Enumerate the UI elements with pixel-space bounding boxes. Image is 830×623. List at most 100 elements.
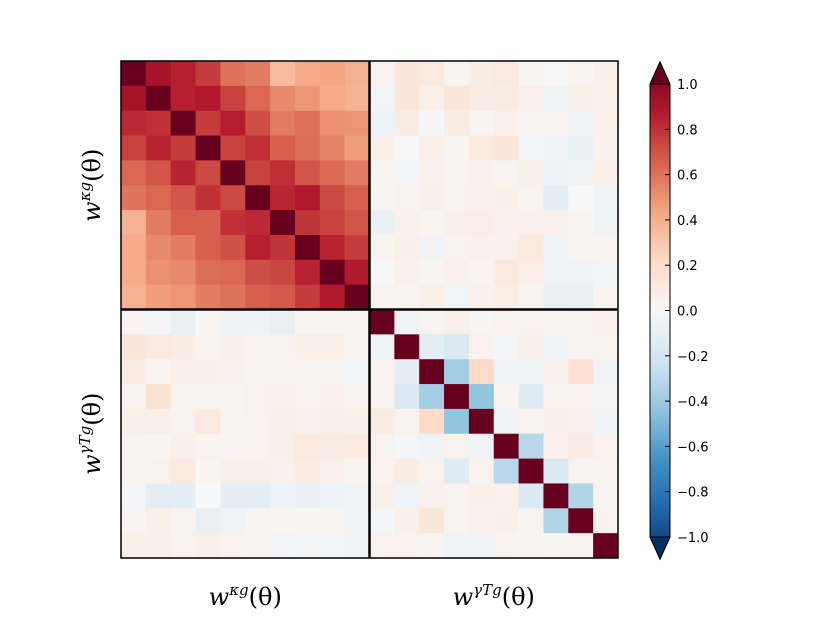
heatmap-cell <box>419 259 445 286</box>
heatmap-cell <box>493 284 519 310</box>
heatmap-cell <box>344 458 370 484</box>
heatmap-cell <box>294 234 321 261</box>
heatmap-cell <box>195 185 221 211</box>
heatmap-cell <box>518 359 544 385</box>
heatmap-cell <box>419 408 445 435</box>
heatmap-cell <box>493 433 519 459</box>
heatmap-cell <box>121 185 147 211</box>
heatmap-cell <box>344 85 370 112</box>
x-axis-label-gammaT-g: wγTg(θ) <box>453 581 535 611</box>
heatmap-cell <box>220 359 246 385</box>
heatmap-cell <box>493 533 519 559</box>
heatmap-cell <box>220 408 246 435</box>
heatmap-cell <box>468 483 495 509</box>
y-axis-label-gammaT-g: wγTg(θ) <box>76 393 106 475</box>
colorbar-tick-label: −0.4 <box>677 395 709 410</box>
heatmap-cell <box>394 533 420 559</box>
heatmap-cell <box>568 185 594 211</box>
heatmap-cell <box>518 185 544 211</box>
heatmap-cell <box>468 508 495 534</box>
heatmap-cell <box>195 160 221 186</box>
heatmap-cell <box>121 458 147 484</box>
heatmap-cell <box>170 408 196 435</box>
heatmap-cell <box>419 458 445 484</box>
heatmap-cell <box>394 408 420 435</box>
heatmap-cell <box>195 309 221 335</box>
heatmap-cell <box>369 85 395 112</box>
heatmap-cell <box>493 458 519 484</box>
heatmap-cell <box>220 458 246 484</box>
heatmap-cell <box>121 359 147 385</box>
heatmap-cell <box>444 160 470 186</box>
heatmap-cell <box>394 259 420 286</box>
heatmap-cell <box>170 533 196 559</box>
heatmap-cell <box>468 334 495 360</box>
colorbar-extend-max <box>649 60 671 85</box>
heatmap-cell <box>419 284 445 310</box>
heatmap-cell <box>294 284 321 310</box>
heatmap-cell <box>394 384 420 410</box>
heatmap-cell <box>468 458 495 484</box>
heatmap-cell <box>444 85 470 112</box>
heatmap-cell <box>170 384 196 410</box>
heatmap-cell <box>245 533 271 559</box>
heatmap-cell <box>319 408 346 435</box>
heatmap-cell <box>568 458 594 484</box>
heatmap-cell <box>493 160 519 186</box>
heatmap-cell <box>121 210 147 236</box>
heatmap-cell <box>468 85 495 112</box>
heatmap-cell <box>444 508 470 534</box>
heatmap-cell <box>270 110 296 136</box>
heatmap-cell <box>593 210 619 236</box>
heatmap-cell <box>294 334 321 360</box>
heatmap-cell <box>444 533 470 559</box>
heatmap-cell <box>220 110 246 136</box>
heatmap-cell <box>444 483 470 509</box>
heatmap-cell <box>593 483 619 509</box>
heatmap-cell <box>294 259 321 286</box>
colorbar-tick-label: 0.0 <box>677 305 698 320</box>
heatmap-cell <box>195 508 221 534</box>
heatmap-cell <box>121 309 147 335</box>
heatmap-cell <box>568 284 594 310</box>
heatmap-cell <box>220 483 246 509</box>
heatmap-cell <box>170 334 196 360</box>
heatmap-cell <box>245 483 271 509</box>
colorbar-ticks: 1.0 0.8 0.6 0.4 0.2 0.0 −0.2 −0.4 −0.6 −0.8 −1.0 <box>665 78 709 546</box>
heatmap-cell <box>319 508 346 534</box>
heatmap-cell <box>245 210 271 236</box>
heatmap-cell <box>568 533 594 559</box>
heatmap-cell <box>543 359 569 385</box>
heatmap-cell <box>419 85 445 112</box>
colorbar-tick-label: −0.8 <box>677 486 709 501</box>
heatmap-cell <box>294 135 321 161</box>
heatmap-cell <box>319 284 346 310</box>
heatmap-cell <box>518 110 544 136</box>
heatmap-cell <box>543 458 569 484</box>
heatmap-cell <box>593 110 619 136</box>
heatmap-cell <box>468 210 495 236</box>
colorbar-tick-label: 0.6 <box>677 169 698 184</box>
heatmap-cell <box>394 334 420 360</box>
heatmap-cell <box>344 160 370 186</box>
heatmap-cell <box>444 359 470 385</box>
heatmap-cell <box>593 433 619 459</box>
heatmap-cell <box>394 135 420 161</box>
colorbar-tick-label: −0.2 <box>677 350 709 365</box>
heatmap-cell <box>195 135 221 161</box>
heatmap-cell <box>344 234 370 261</box>
heatmap-cell <box>468 185 495 211</box>
heatmap-cell <box>344 135 370 161</box>
heatmap-cell <box>170 433 196 459</box>
heatmap-cell <box>419 185 445 211</box>
heatmap-cell <box>493 309 519 335</box>
heatmap-cell <box>518 408 544 435</box>
heatmap-cell <box>444 384 470 410</box>
heatmap-cell <box>145 408 172 435</box>
heatmap-cell <box>195 359 221 385</box>
heatmap-cell <box>593 284 619 310</box>
heatmap-cell <box>245 309 271 335</box>
heatmap-cell <box>319 334 346 360</box>
heatmap-cell <box>220 61 246 87</box>
heatmap-cell <box>468 533 495 559</box>
